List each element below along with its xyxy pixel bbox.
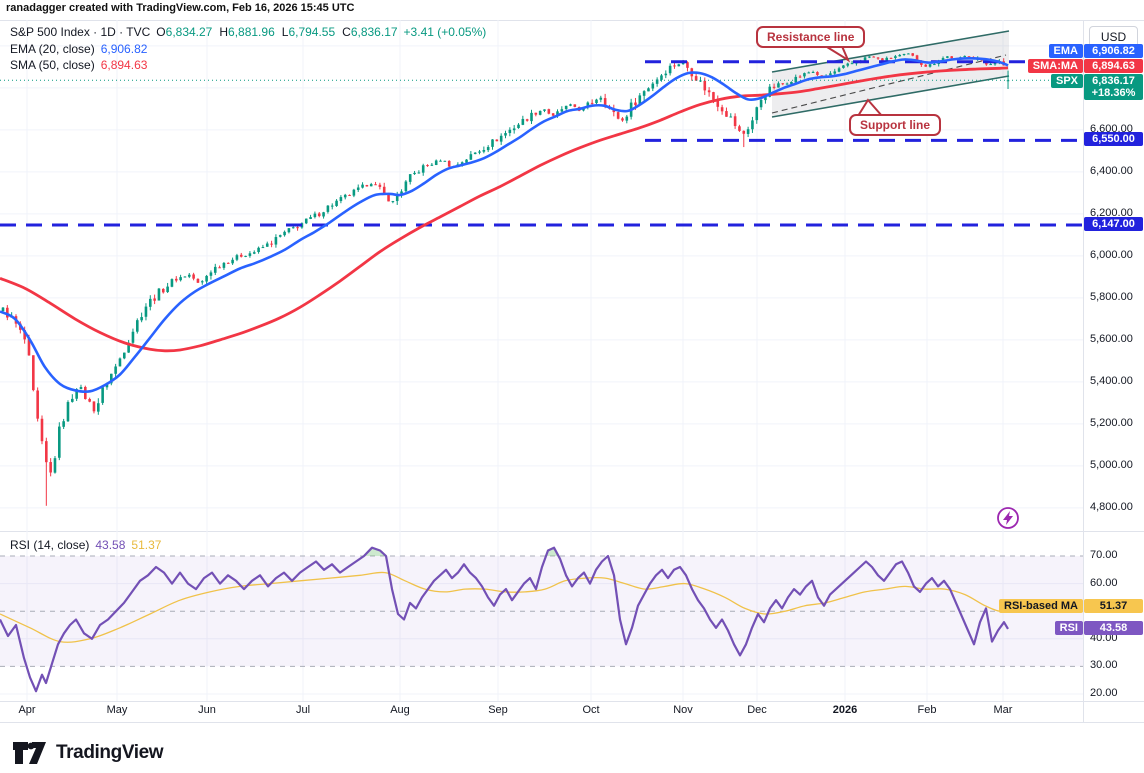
- rsi-ma-line[interactable]: [0, 571, 1011, 643]
- rsi-value-badge: 43.58: [1084, 620, 1143, 635]
- price-axis-border: [1083, 20, 1084, 722]
- time-axis-label: Aug: [390, 704, 410, 716]
- time-axis-label: Jun: [198, 704, 216, 716]
- rsi-legend[interactable]: RSI (14, close) 43.58 51.37: [10, 538, 161, 552]
- resistance-trendline[interactable]: [771, 30, 1010, 73]
- price-tick-label: 5,200.00: [1090, 416, 1133, 429]
- time-axis-label: Apr: [18, 704, 36, 716]
- series-tag: SMA:MA: [1027, 59, 1083, 73]
- candles: [1, 53, 1010, 506]
- time-axis-label: Nov: [673, 704, 693, 716]
- tradingview-logo-text: TradingView: [56, 742, 164, 763]
- credit-line: ranadagger created with TradingView.com,…: [6, 2, 355, 14]
- level-price-badge: 6,147.00: [1084, 216, 1143, 231]
- time-axis-label: Jul: [295, 704, 311, 716]
- series-price-badge: 6,894.63: [1084, 59, 1143, 73]
- rsi-tag: RSI: [1054, 620, 1083, 635]
- price-tick-label: 5,000.00: [1090, 458, 1133, 471]
- ema-legend[interactable]: EMA (20, close) 6,906.82: [10, 42, 147, 56]
- ema-legend-label: EMA (20, close): [10, 42, 95, 56]
- ema20-line[interactable]: [0, 57, 1009, 393]
- time-axis-label: Mar: [993, 704, 1013, 716]
- rsi-legend-value: 43.58: [95, 538, 126, 552]
- time-axis-label: Oct: [582, 704, 600, 716]
- channel-fill[interactable]: [772, 31, 1009, 117]
- ohlc-item: H6,881.96: [219, 25, 275, 39]
- flash-marker-icon[interactable]: [997, 507, 1019, 529]
- chart-bottom-border: [0, 722, 1144, 723]
- price-tick-label: 5,800.00: [1090, 290, 1133, 303]
- resistance-line-callout[interactable]: Resistance line: [756, 26, 866, 48]
- support-trendline[interactable]: [771, 75, 1010, 118]
- series-change-badge: +18.36%: [1091, 87, 1136, 99]
- sma-legend-value: 6,894.63: [100, 58, 148, 72]
- rsi-overbought-fill: [364, 547, 386, 557]
- change-value: +3.41 (+0.05%): [403, 25, 487, 39]
- level-price-badge: 6,550.00: [1084, 132, 1143, 147]
- chart-top-border: [0, 20, 1144, 21]
- series-tag: SPX: [1050, 74, 1083, 88]
- time-axis-label: 2026: [832, 704, 858, 716]
- rsi-tick-label: 70.00: [1090, 549, 1118, 561]
- pane-separator[interactable]: [0, 531, 1144, 532]
- tradingview-logo-icon: [13, 742, 46, 764]
- symbol-legend[interactable]: S&P 500 Index · 1D · TVC O6,834.27 H6,881…: [10, 25, 486, 39]
- series-price-badge: 6,836.17 +18.36%: [1084, 74, 1143, 100]
- time-axis-label: Sep: [488, 704, 508, 716]
- price-tick-label: 6,400.00: [1090, 164, 1133, 177]
- rsi-line[interactable]: [0, 546, 1009, 693]
- sma-legend[interactable]: SMA (50, close) 6,894.63: [10, 58, 147, 72]
- price-tick-label: 6,600.00: [1090, 122, 1133, 135]
- price-tick-label: 6,200.00: [1090, 206, 1133, 219]
- support-line-callout[interactable]: Support line: [849, 114, 941, 136]
- rsi-legend-label: RSI (14, close): [10, 538, 90, 552]
- time-axis-border: [0, 701, 1144, 702]
- sma50-line[interactable]: [0, 66, 1009, 353]
- series-price-badge: 6,906.82: [1084, 44, 1143, 58]
- ohlc-item: O6,834.27: [156, 25, 213, 39]
- symbol-title[interactable]: S&P 500 Index · 1D · TVC: [10, 25, 151, 39]
- rsi-ma-legend-value: 51.37: [131, 538, 162, 552]
- ema-legend-value: 6,906.82: [100, 42, 148, 56]
- price-tick-label: 5,400.00: [1090, 374, 1133, 387]
- rsi-tick-label: 30.00: [1090, 659, 1118, 672]
- time-axis-label: Dec: [747, 704, 767, 716]
- sma-legend-label: SMA (50, close): [10, 58, 95, 72]
- rsi-tag: RSI-based MA: [999, 599, 1083, 614]
- time-axis-label: May: [106, 704, 128, 716]
- ohlc-item: L6,794.55: [281, 25, 336, 39]
- rsi-overbought-fill: [546, 547, 559, 557]
- price-tick-label: 4,800.00: [1090, 500, 1133, 513]
- price-tick-label: 5,600.00: [1090, 332, 1133, 345]
- rsi-tick-label: 60.00: [1090, 576, 1118, 589]
- ohlc-values: O6,834.27 H6,881.96 L6,794.55 C6,836.17: [156, 25, 397, 39]
- rsi-tick-label: 20.00: [1090, 686, 1118, 699]
- price-tick-label: 6,000.00: [1090, 248, 1133, 261]
- ohlc-item: C6,836.17: [342, 25, 398, 39]
- time-axis-label: Feb: [917, 704, 937, 716]
- tradingview-logo[interactable]: TradingView: [12, 740, 164, 766]
- rsi-value-badge: 51.37: [1084, 599, 1143, 614]
- series-tag: EMA: [1048, 44, 1083, 58]
- dashed-trendline[interactable]: [771, 54, 1007, 114]
